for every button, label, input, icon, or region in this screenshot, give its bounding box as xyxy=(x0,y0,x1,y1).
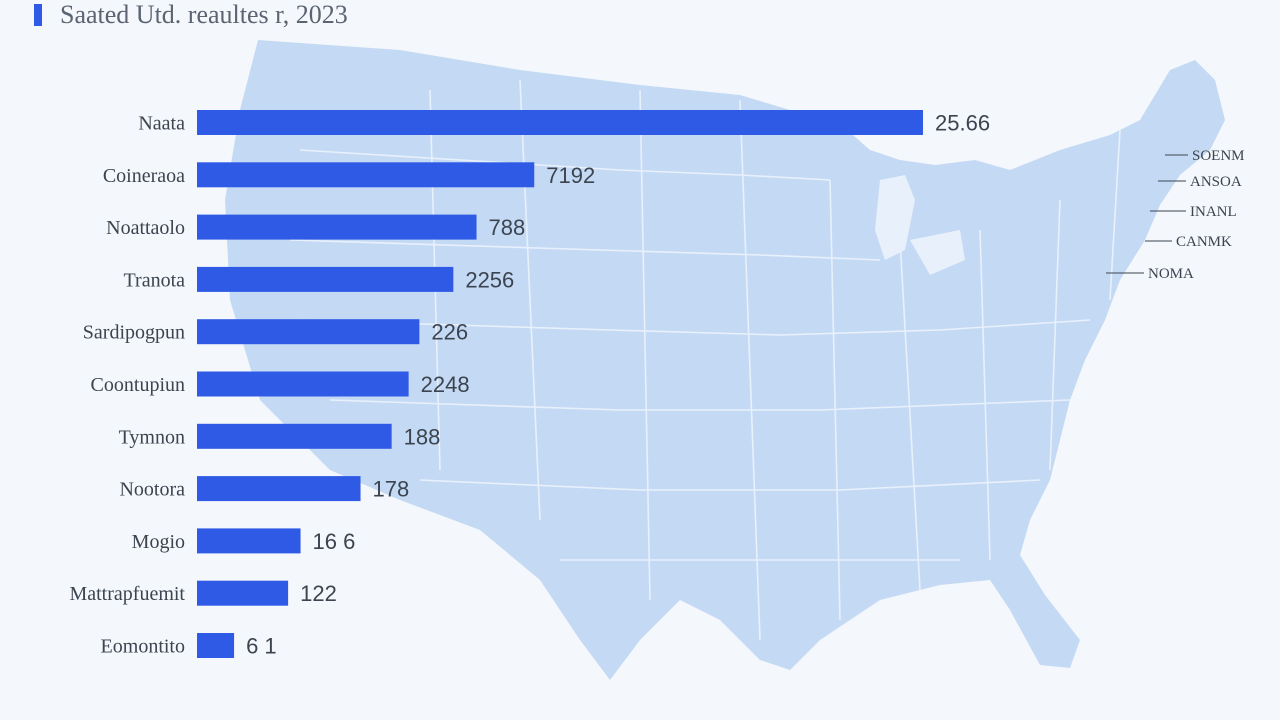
category-label: Tymnon xyxy=(119,426,185,448)
value-label: 226 xyxy=(431,320,468,345)
callout-label: NOMA xyxy=(1148,266,1194,282)
value-label: 122 xyxy=(300,581,337,606)
category-label: Eomontito xyxy=(101,636,185,658)
great-lakes xyxy=(875,175,965,275)
title-accent-bar xyxy=(34,4,42,26)
category-label: Naata xyxy=(138,113,185,135)
value-label: 178 xyxy=(373,477,410,502)
callout-label: ANSOA xyxy=(1190,174,1242,190)
callout-label: INANL xyxy=(1190,204,1237,220)
category-label: Tranota xyxy=(124,269,186,291)
category-label: Coineraoa xyxy=(103,165,185,187)
chart-title: Saated Utd. reaultes r, 2023 xyxy=(60,0,348,29)
category-label: Noattaolo xyxy=(106,217,185,239)
category-label: Mattrapfuemit xyxy=(69,583,185,605)
bar xyxy=(197,633,235,658)
value-label: 788 xyxy=(489,215,526,240)
title-block: Saated Utd. reaultes r, 2023 xyxy=(34,0,348,30)
state-borders xyxy=(289,79,1121,641)
category-label: Sardipogpun xyxy=(83,322,185,344)
value-label: 2248 xyxy=(421,372,470,397)
bar xyxy=(197,476,361,502)
callouts-group: SOENM ANSOA INANL CANMK NOMA xyxy=(1106,148,1245,282)
callout-label: SOENM xyxy=(1192,148,1245,164)
category-label: Mogio xyxy=(132,531,185,553)
category-label: Coontupiun xyxy=(91,374,185,396)
value-label: 2256 xyxy=(465,267,514,292)
bar xyxy=(197,528,301,554)
value-label: 25.66 xyxy=(935,111,990,136)
bars-group: Naata 25.66 Coineraoa 7192 Noattaolo 788 Trano… xyxy=(69,110,990,659)
bar xyxy=(197,266,454,292)
category-label: Nootora xyxy=(119,479,185,501)
bar xyxy=(197,423,392,449)
bar xyxy=(197,371,409,397)
bar xyxy=(197,319,420,345)
value-label: 7192 xyxy=(546,163,595,188)
bar xyxy=(197,580,289,606)
callout-label: CANMK xyxy=(1176,234,1232,250)
value-label: 16 6 xyxy=(313,529,356,554)
bar xyxy=(197,162,535,188)
bar xyxy=(197,110,923,135)
us-map-shape xyxy=(225,40,1225,680)
value-label: 188 xyxy=(404,424,441,449)
bar xyxy=(197,214,477,240)
value-label: 6 1 xyxy=(246,634,277,659)
